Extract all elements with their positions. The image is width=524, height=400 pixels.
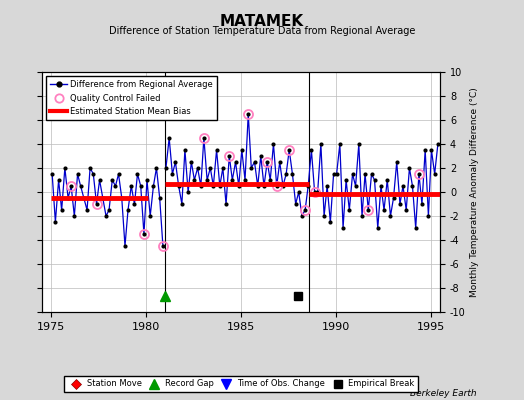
Legend: Difference from Regional Average, Quality Control Failed, Estimated Station Mean: Difference from Regional Average, Qualit… [46, 76, 217, 120]
Y-axis label: Monthly Temperature Anomaly Difference (°C): Monthly Temperature Anomaly Difference (… [470, 87, 479, 297]
Text: Difference of Station Temperature Data from Regional Average: Difference of Station Temperature Data f… [109, 26, 415, 36]
Legend: Station Move, Record Gap, Time of Obs. Change, Empirical Break: Station Move, Record Gap, Time of Obs. C… [64, 376, 418, 392]
Text: Berkeley Earth: Berkeley Earth [410, 389, 477, 398]
Text: MATAMEK: MATAMEK [220, 14, 304, 29]
